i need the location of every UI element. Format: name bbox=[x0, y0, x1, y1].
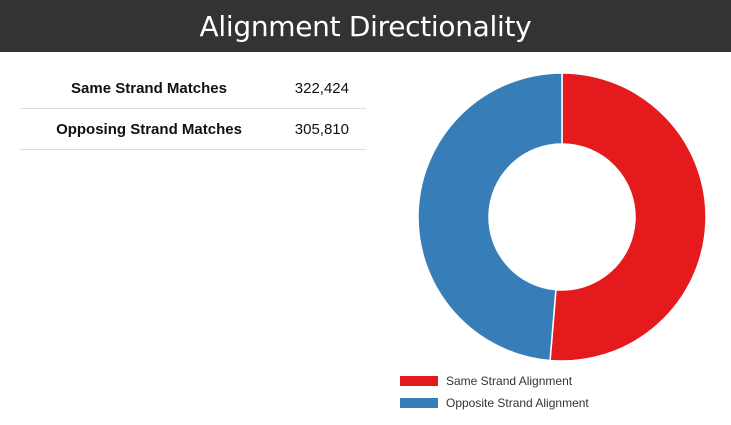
legend-label: Same Strand Alignment bbox=[446, 374, 573, 388]
stat-row-same: Same Strand Matches 322,424 bbox=[20, 68, 366, 109]
stat-value: 305,810 bbox=[294, 120, 349, 138]
donut-chart bbox=[410, 66, 716, 370]
legend-swatch bbox=[400, 398, 438, 408]
slice-same-strand bbox=[549, 72, 707, 362]
stat-value: 322,424 bbox=[294, 79, 349, 97]
stat-row-opposing: Opposing Strand Matches 305,810 bbox=[20, 109, 366, 150]
legend-swatch bbox=[400, 376, 438, 386]
page-title-bar: Alignment Directionality bbox=[0, 0, 731, 52]
page-title: Alignment Directionality bbox=[199, 9, 532, 43]
slice-opposite-strand bbox=[417, 72, 563, 362]
stat-label: Opposing Strand Matches bbox=[56, 120, 242, 138]
stats-table: Same Strand Matches 322,424 Opposing Str… bbox=[20, 68, 366, 150]
donut-svg bbox=[417, 72, 707, 362]
stat-label: Same Strand Matches bbox=[71, 79, 227, 97]
chart-legend: Same Strand Alignment Opposite Strand Al… bbox=[400, 370, 589, 414]
legend-label: Opposite Strand Alignment bbox=[446, 396, 589, 410]
legend-item-opposite: Opposite Strand Alignment bbox=[400, 392, 589, 414]
legend-item-same: Same Strand Alignment bbox=[400, 370, 589, 392]
